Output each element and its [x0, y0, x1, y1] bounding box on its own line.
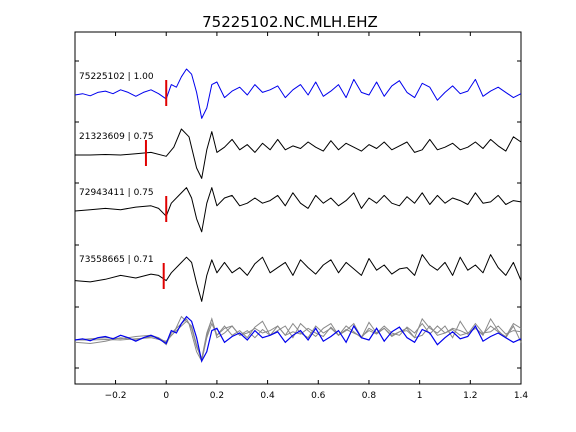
trace-label: 73558665 | 0.71 [79, 255, 154, 265]
trace-label: 21323609 | 0.75 [79, 132, 154, 142]
y-axis [75, 60, 521, 369]
overlay-trace [74, 317, 522, 364]
plot-frame [74, 31, 522, 385]
x-tick-label: 1.4 [514, 391, 529, 401]
trace-line-75225102 [74, 68, 522, 119]
x-tick-label: −0.2 [105, 391, 127, 401]
x-tick-label: 0.2 [210, 391, 224, 401]
trace-line-72943411 [74, 187, 522, 233]
x-tick-label: 0.4 [260, 391, 275, 401]
trace-labels: 75225102 | 1.00 21323609 | 0.75 72943411 |… [79, 72, 154, 265]
x-tick-label: 0.6 [311, 391, 326, 401]
x-tick-label: 1 [417, 391, 423, 401]
x-tick-label: 1.2 [463, 391, 477, 401]
x-tick-label: 0.8 [362, 391, 377, 401]
x-axis: −0.2 0 0.2 0.4 0.6 0.8 1 1.2 1.4 [105, 32, 529, 401]
chart-title: 75225102.NC.MLH.EHZ [202, 13, 378, 31]
trace-line-21323609 [75, 128, 522, 179]
overlay-reference-trace [74, 315, 522, 363]
trace-label: 75225102 | 1.00 [79, 72, 154, 82]
overlay-group [74, 315, 522, 364]
trace-label: 72943411 | 0.75 [79, 188, 154, 198]
pick-markers [144, 80, 168, 289]
x-tick-label: 0 [163, 391, 169, 401]
trace-group [74, 68, 522, 302]
trace-line-73558665 [74, 254, 522, 302]
